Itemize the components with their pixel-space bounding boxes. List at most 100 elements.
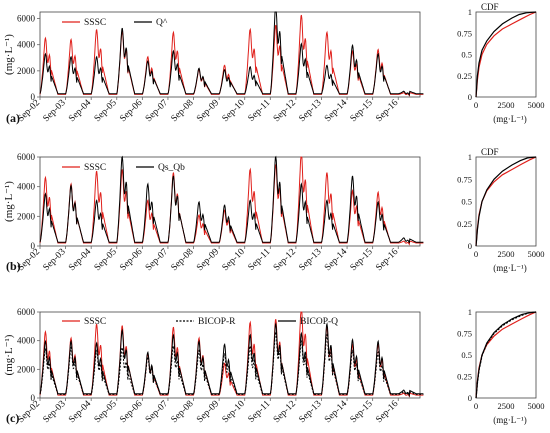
cdf-x-tick-label: 5000 xyxy=(528,401,545,411)
x-tick-label: Sep-13 xyxy=(297,247,323,273)
cdf-y-tick-label: 1 xyxy=(468,152,472,162)
timeseries-frame xyxy=(39,156,421,247)
x-tick-label: Sep-07 xyxy=(144,98,170,124)
x-tick-label: Sep-04 xyxy=(67,247,93,273)
x-tick-label: Sep-02 xyxy=(16,399,42,425)
y-tick-label: 4000 xyxy=(17,40,36,50)
x-tick-label: Sep-08 xyxy=(170,247,196,273)
panel-label: (c) xyxy=(6,411,19,425)
cdf-x-tick-label: 0 xyxy=(474,100,478,110)
x-tick-label: Sep-03 xyxy=(42,399,68,425)
x-tick-label: Sep-07 xyxy=(144,247,170,273)
cdf-y-tick-label: 1 xyxy=(468,7,472,17)
cdf-frame xyxy=(475,156,537,247)
cdf-x-tick-label: 2500 xyxy=(498,100,515,110)
x-tick-label: Sep-15 xyxy=(349,247,375,273)
legend-label: BICOP-Q xyxy=(300,317,338,327)
x-tick-label: Sep-11 xyxy=(247,399,273,425)
x-tick-label: Sep-05 xyxy=(93,399,119,425)
x-tick-label: Sep-06 xyxy=(118,399,144,425)
y-tick-label: 2000 xyxy=(17,66,36,76)
x-tick-label: Sep-03 xyxy=(42,98,68,124)
cdf-curve-sssc xyxy=(475,311,537,399)
series-line-bicop-r xyxy=(39,329,424,398)
y-tick-label: 0 xyxy=(31,241,36,251)
x-tick-label: Sep-10 xyxy=(221,247,247,273)
x-tick-label: Sep-16 xyxy=(374,98,400,124)
timeseries-frame xyxy=(39,311,421,399)
cdf-panel-b: 0 0.25 0.5 0.75 1 0 2500 5000(mg·L⁻¹) CDF xyxy=(457,147,544,273)
legend-label: SSSC xyxy=(84,18,106,28)
y-axis-label: (mg·L⁻¹) xyxy=(3,34,15,75)
series-line-qs-qb xyxy=(39,155,424,244)
x-tick-label: Sep-10 xyxy=(221,98,247,124)
x-tick-label: Sep-13 xyxy=(297,399,323,425)
cdf-frame xyxy=(475,311,537,399)
cdf-x-tick-label: 5000 xyxy=(528,249,545,259)
x-tick-label: Sep-07 xyxy=(144,399,170,425)
cdf-y-tick-label: 1 xyxy=(468,307,472,317)
cdf-x-tick-label: 2500 xyxy=(498,249,515,259)
cdf-y-tick-label: 0.25 xyxy=(457,219,472,229)
legend-label: SSSC xyxy=(84,163,106,173)
y-tick-label: 4000 xyxy=(17,182,36,192)
x-tick-label: Sep-14 xyxy=(323,399,349,425)
cdf-x-tick-label: 0 xyxy=(474,401,478,411)
x-tick-label: Sep-06 xyxy=(118,247,144,273)
y-tick-label: 0 xyxy=(31,92,36,102)
cdf-y-tick-label: 0 xyxy=(468,393,472,403)
cdf-y-tick-label: 0.5 xyxy=(461,197,472,207)
legend-label: Q^ xyxy=(156,18,168,28)
cdf-title: CDF xyxy=(481,2,499,12)
x-tick-label: Sep-14 xyxy=(323,247,349,273)
y-tick-label: 2000 xyxy=(17,364,36,374)
y-axis-label: (mg·L⁻¹) xyxy=(3,181,15,222)
x-tick-label: Sep-05 xyxy=(93,247,119,273)
cdf-curve-bicop-r xyxy=(475,311,537,399)
series-line-sssc xyxy=(39,156,424,246)
legend-label: Qs_Qb xyxy=(158,163,185,173)
cdf-x-axis-label: (mg·L⁻¹) xyxy=(493,263,526,273)
cdf-y-tick-label: 0.25 xyxy=(457,372,472,382)
cdf-y-tick-label: 0 xyxy=(468,92,472,102)
cdf-y-tick-label: 0.5 xyxy=(461,50,472,60)
x-tick-label: Sep-10 xyxy=(221,399,247,425)
x-tick-label: Sep-09 xyxy=(195,98,221,124)
cdf-curve-sssc xyxy=(475,156,537,247)
x-tick-label: Sep-04 xyxy=(67,399,93,425)
x-tick-label: Sep-12 xyxy=(272,98,298,124)
legend-label: SSSC xyxy=(84,317,106,327)
y-tick-label: 6000 xyxy=(17,14,36,24)
x-tick-label: Sep-11 xyxy=(247,247,273,273)
panel-label: (b) xyxy=(6,259,21,273)
panel-label: (a) xyxy=(6,111,20,125)
y-tick-label: 6000 xyxy=(17,152,36,162)
cdf-y-tick-label: 0.75 xyxy=(457,329,472,339)
y-tick-label: 4000 xyxy=(17,336,36,346)
y-tick-label: 6000 xyxy=(17,307,36,317)
x-tick-label: Sep-03 xyxy=(42,247,68,273)
cdf-frame xyxy=(475,11,537,98)
x-tick-label: Sep-11 xyxy=(247,98,273,124)
x-tick-label: Sep-12 xyxy=(272,399,298,425)
x-tick-label: Sep-05 xyxy=(93,98,119,124)
cdf-x-tick-label: 2500 xyxy=(498,401,515,411)
cdf-x-tick-label: 0 xyxy=(474,249,478,259)
cdf-curve-bicop-q xyxy=(475,311,537,399)
cdf-x-axis-label: (mg·L⁻¹) xyxy=(493,114,526,124)
cdf-panel-a: 0 0.25 0.5 0.75 1 0 2500 5000(mg·L⁻¹) CDF xyxy=(457,2,544,124)
cdf-y-tick-label: 0 xyxy=(468,241,472,251)
x-tick-label: Sep-04 xyxy=(67,98,93,124)
cdf-y-tick-label: 0.75 xyxy=(457,28,472,38)
x-tick-label: Sep-14 xyxy=(323,98,349,124)
y-tick-label: 0 xyxy=(31,393,36,403)
x-tick-label: Sep-06 xyxy=(118,98,144,124)
x-tick-label: Sep-15 xyxy=(349,399,375,425)
cdf-curve-qs-qb xyxy=(475,156,537,247)
cdf-panel-c: 0 0.25 0.5 0.75 1 0 2500 5000(mg·L⁻¹) xyxy=(457,307,544,425)
x-tick-label: Sep-16 xyxy=(374,247,400,273)
